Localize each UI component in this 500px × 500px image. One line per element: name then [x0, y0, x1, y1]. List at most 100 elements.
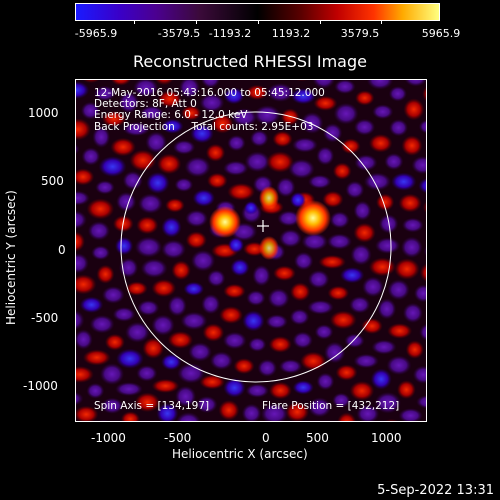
pattern-blob: [290, 88, 316, 105]
pattern-blob: [326, 233, 353, 250]
pattern-blob: [339, 267, 365, 284]
pattern-blob: [413, 284, 426, 303]
pattern-blob: [76, 309, 85, 331]
pattern-blob: [96, 264, 115, 284]
pattern-blob: [387, 279, 410, 301]
pattern-blob: [161, 239, 187, 259]
pattern-blob: [174, 177, 194, 192]
pattern-blob: [349, 296, 371, 314]
x-tick-label: -500: [164, 431, 192, 445]
pattern-blob: [156, 402, 179, 421]
pattern-blob: [335, 364, 358, 381]
image-title: Reconstructed RHESSI Image: [133, 52, 367, 71]
y-tick-label: -1000: [23, 379, 58, 393]
x-tick-label: 500: [306, 431, 329, 445]
pattern-blob: [316, 372, 335, 391]
pattern-blob: [76, 274, 97, 295]
pattern-blob: [76, 351, 78, 362]
pattern-blob: [293, 251, 314, 271]
pattern-blob: [76, 405, 99, 421]
pattern-blob: [80, 101, 100, 120]
pattern-blob: [76, 143, 80, 155]
pattern-blob: [350, 243, 372, 266]
pattern-blob: [396, 380, 416, 400]
pattern-blob: [137, 193, 163, 214]
pattern-blob: [233, 358, 255, 375]
pattern-blob: [167, 331, 194, 349]
pattern-blob: [412, 365, 426, 384]
pattern-blob: [76, 231, 86, 252]
pattern-blob: [206, 172, 228, 189]
pattern-blob: [151, 378, 180, 393]
pattern-blob: [175, 412, 202, 421]
pattern-blob: [400, 236, 423, 258]
pattern-blob: [402, 302, 424, 324]
pattern-blob: [137, 299, 160, 316]
pattern-blob: [353, 200, 372, 221]
pattern-blob: [134, 392, 161, 413]
pattern-blob: [142, 337, 165, 359]
pattern-blob: [388, 86, 407, 102]
info-energy-range: Energy Range: 6.0 - 12.0 keV: [94, 109, 248, 121]
pattern-blob: [368, 133, 393, 153]
pattern-blob: [91, 245, 111, 261]
x-tick-label: 0: [262, 431, 270, 445]
pattern-blob: [372, 104, 394, 120]
pattern-blob: [405, 340, 424, 359]
pattern-blob: [244, 151, 271, 173]
pattern-blob: [308, 397, 332, 418]
pattern-blob: [110, 80, 132, 86]
pattern-blob: [167, 295, 187, 317]
y-tick-label: 0: [58, 243, 66, 257]
pattern-blob: [165, 198, 185, 213]
pattern-blob: [161, 353, 182, 371]
pattern-blob: [112, 306, 136, 322]
pattern-blob: [190, 124, 214, 144]
pattern-blob: [268, 336, 292, 353]
pattern-blob: [403, 98, 425, 121]
pattern-blob: [334, 80, 356, 94]
pattern-blob: [268, 381, 292, 400]
pattern-blob: [79, 296, 104, 313]
pattern-blob: [374, 237, 401, 254]
pattern-blob: [99, 363, 125, 386]
pattern-blob: [101, 286, 125, 304]
pattern-blob: [200, 80, 221, 89]
pattern-blob: [230, 258, 250, 277]
pattern-blob: [401, 217, 424, 233]
pattern-blob: [228, 237, 244, 253]
pattern-blob: [318, 254, 346, 269]
pattern-blob: [154, 80, 174, 86]
pattern-blob: [340, 138, 361, 155]
colorbar-tick-label: 1193.2: [271, 27, 311, 40]
pattern-blob: [361, 276, 384, 298]
pattern-blob: [202, 323, 225, 342]
pattern-blob: [188, 342, 212, 362]
colorbar-tick-label: -3579.5: [157, 27, 201, 40]
pattern-blob: [76, 210, 87, 230]
pattern-blob: [223, 160, 249, 176]
pattern-blob: [391, 172, 417, 191]
pattern-blob: [181, 105, 202, 121]
pattern-blob: [122, 121, 150, 137]
pattern-blob: [161, 216, 182, 238]
pattern-blob: [337, 412, 357, 421]
x-tick-label: -1000: [91, 431, 126, 445]
pattern-blob: [76, 81, 90, 100]
pattern-blob: [87, 221, 111, 241]
info-spin-axis: Spin Axis = [134,197]: [94, 400, 210, 412]
pattern-blob: [114, 236, 134, 256]
pattern-blob: [265, 314, 288, 329]
pattern-blob: [115, 348, 144, 369]
pattern-blob: [285, 401, 310, 421]
pattern-blob: [246, 290, 266, 306]
pattern-blob: [389, 119, 409, 137]
pattern-blob: [134, 236, 163, 258]
pattern-blob: [291, 137, 318, 153]
pattern-blob: [307, 174, 332, 189]
x-axis-title: Heliocentric X (arcsec): [172, 447, 308, 461]
pattern-blob: [139, 105, 165, 121]
pattern-blob: [295, 200, 331, 236]
pattern-blob: [368, 257, 396, 277]
pattern-blob: [416, 395, 426, 409]
